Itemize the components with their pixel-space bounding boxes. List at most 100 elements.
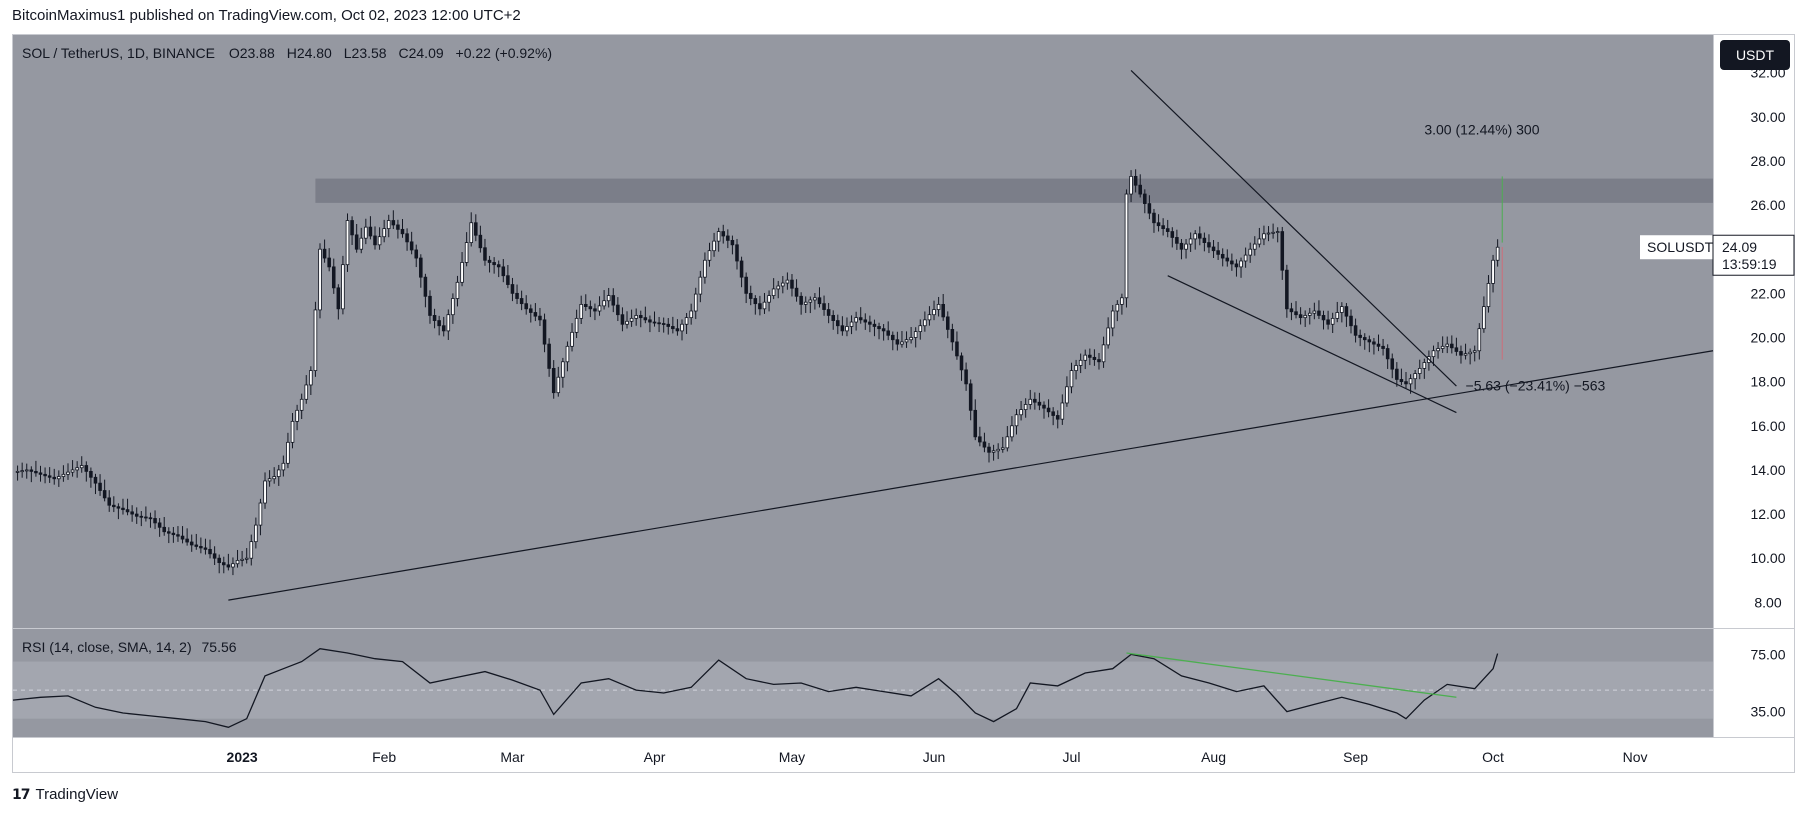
- price-label-countdown: 13:59:19: [1722, 256, 1777, 272]
- candle-body: [1248, 248, 1252, 256]
- candle-body: [1202, 237, 1207, 243]
- candle-body: [47, 475, 52, 478]
- candle-body: [93, 476, 98, 484]
- candle-body: [671, 326, 675, 330]
- candle-body: [826, 309, 831, 316]
- candle-body: [1372, 341, 1376, 345]
- candle-body: [1436, 348, 1440, 352]
- time-tick-label: 2023: [227, 749, 258, 765]
- candle-body: [185, 538, 189, 543]
- candle-body: [1120, 297, 1124, 305]
- time-tick-label: Jun: [923, 749, 946, 765]
- currency-badge[interactable]: USDT: [1720, 40, 1790, 70]
- candle-body: [1028, 398, 1033, 405]
- candle-body: [125, 509, 130, 513]
- tradingview-logo[interactable]: 17 TradingView: [12, 786, 118, 803]
- candle-body: [1312, 310, 1317, 314]
- candle-body: [1376, 343, 1381, 347]
- candle-body: [1280, 231, 1285, 271]
- candle-body: [955, 341, 959, 357]
- trend-drawings[interactable]: [228, 70, 1714, 601]
- candle-body: [428, 295, 432, 316]
- candle-body: [354, 234, 359, 250]
- candle-body: [1450, 343, 1454, 349]
- candle-body: [1395, 368, 1399, 380]
- candle-body: [386, 220, 391, 230]
- candle-body: [987, 446, 991, 453]
- candle-body: [171, 532, 176, 536]
- candle-body: [345, 220, 350, 266]
- candle-body: [868, 321, 872, 325]
- candle-body: [900, 341, 904, 345]
- candle-body: [735, 244, 739, 262]
- candle-body: [1477, 328, 1482, 352]
- candle-body: [1092, 356, 1097, 360]
- candle-body: [1143, 193, 1147, 205]
- candle-body: [1340, 306, 1344, 313]
- price-tick-label: 28.00: [1750, 153, 1785, 169]
- time-tick-label: Oct: [1482, 749, 1504, 765]
- candle-body: [1198, 233, 1202, 239]
- candle-body: [776, 285, 781, 290]
- legend-low-value: 23.58: [352, 45, 387, 61]
- candle-body: [70, 469, 75, 473]
- candle-body: [703, 259, 707, 278]
- candle-body: [945, 316, 950, 330]
- candle-body: [519, 298, 524, 305]
- candle-body: [20, 470, 24, 473]
- candle-body: [1404, 381, 1408, 385]
- candle-body: [460, 262, 464, 283]
- publisher-header: BitcoinMaximus1 published on TradingView…: [12, 7, 521, 24]
- candle-body: [771, 288, 776, 296]
- candle-body: [1110, 310, 1115, 329]
- candle-body: [1362, 337, 1367, 341]
- candle-body: [836, 320, 840, 327]
- candle-body: [918, 325, 923, 333]
- candle-body: [276, 469, 281, 477]
- symbol-legend[interactable]: SOL / TetherUS, 1D, BINANCE O23.88 H24.8…: [22, 45, 552, 61]
- candle-body: [845, 326, 849, 332]
- tradingview-logo-icon: 17: [12, 786, 31, 803]
- candle-body: [1266, 232, 1271, 235]
- candle-body: [689, 310, 693, 319]
- resistance-zone[interactable]: [315, 178, 1713, 203]
- candle-body: [1216, 250, 1220, 255]
- candle-body: [716, 231, 721, 242]
- time-tick-label: Mar: [500, 749, 524, 765]
- candle-body: [606, 295, 611, 302]
- price-pane[interactable]: [13, 35, 1713, 628]
- candle-body: [112, 504, 116, 508]
- candle-body: [405, 233, 409, 243]
- candle-body: [629, 317, 634, 322]
- candle-body: [286, 441, 290, 464]
- candle-body: [61, 473, 66, 477]
- candle-body: [808, 299, 813, 303]
- rsi-axis-ticks: 75.00 35.00: [1750, 646, 1785, 719]
- rsi-legend[interactable]: RSI (14, close, SMA, 14, 2) 75.56: [22, 639, 237, 655]
- candle-body: [620, 314, 625, 325]
- candle-body: [638, 315, 643, 319]
- candle-body: [584, 303, 588, 308]
- candle-body: [1353, 325, 1358, 336]
- ascending-support-line: [228, 350, 1714, 601]
- candle-body: [1220, 253, 1225, 259]
- candle-body: [212, 553, 217, 559]
- candle-body: [904, 339, 909, 343]
- candle-body: [1317, 310, 1321, 316]
- candle-body: [1344, 306, 1349, 317]
- candle-body: [1294, 311, 1298, 316]
- candle-body: [199, 546, 203, 549]
- candle-body: [813, 297, 817, 301]
- candle-body: [437, 320, 441, 327]
- candle-body: [483, 247, 487, 261]
- candle-body: [318, 248, 322, 311]
- candle-body: [790, 279, 794, 289]
- price-axis[interactable]: [1713, 35, 1794, 628]
- time-tick-label: Aug: [1201, 749, 1226, 765]
- candle-body: [551, 367, 556, 394]
- candle-body: [359, 237, 364, 250]
- candle-body: [730, 239, 735, 246]
- candle-body: [1042, 404, 1046, 409]
- candle-body: [66, 471, 70, 475]
